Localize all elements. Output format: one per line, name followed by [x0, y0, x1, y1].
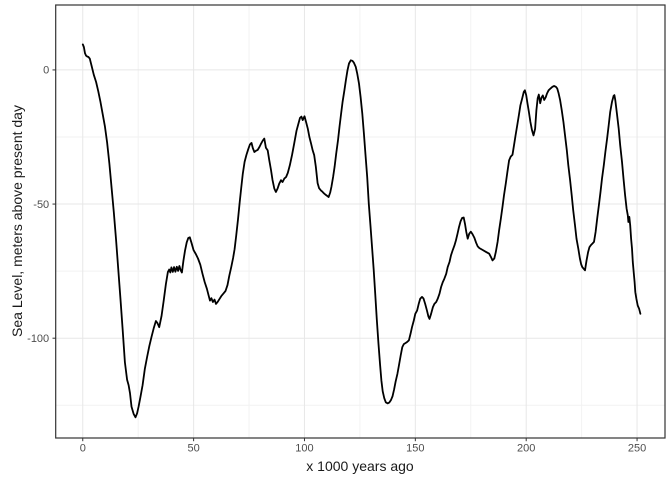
sea-level-line [81, 43, 642, 419]
y-tick-label: -50 [33, 199, 49, 211]
y-tick-label: -100 [27, 333, 49, 345]
x-tick-label: 50 [187, 443, 199, 455]
x-tick-label: 150 [406, 443, 424, 455]
panel-border [55, 4, 666, 439]
x-tick-label: 200 [517, 443, 535, 455]
x-tick-label: 100 [295, 443, 313, 455]
x-tick-label: 250 [628, 443, 646, 455]
x-axis-title: x 1000 years ago [306, 458, 414, 474]
y-axis-title: Sea Level, meters above present day [9, 105, 25, 337]
y-tick-label: 0 [43, 65, 49, 77]
x-tick-label: 0 [80, 443, 86, 455]
